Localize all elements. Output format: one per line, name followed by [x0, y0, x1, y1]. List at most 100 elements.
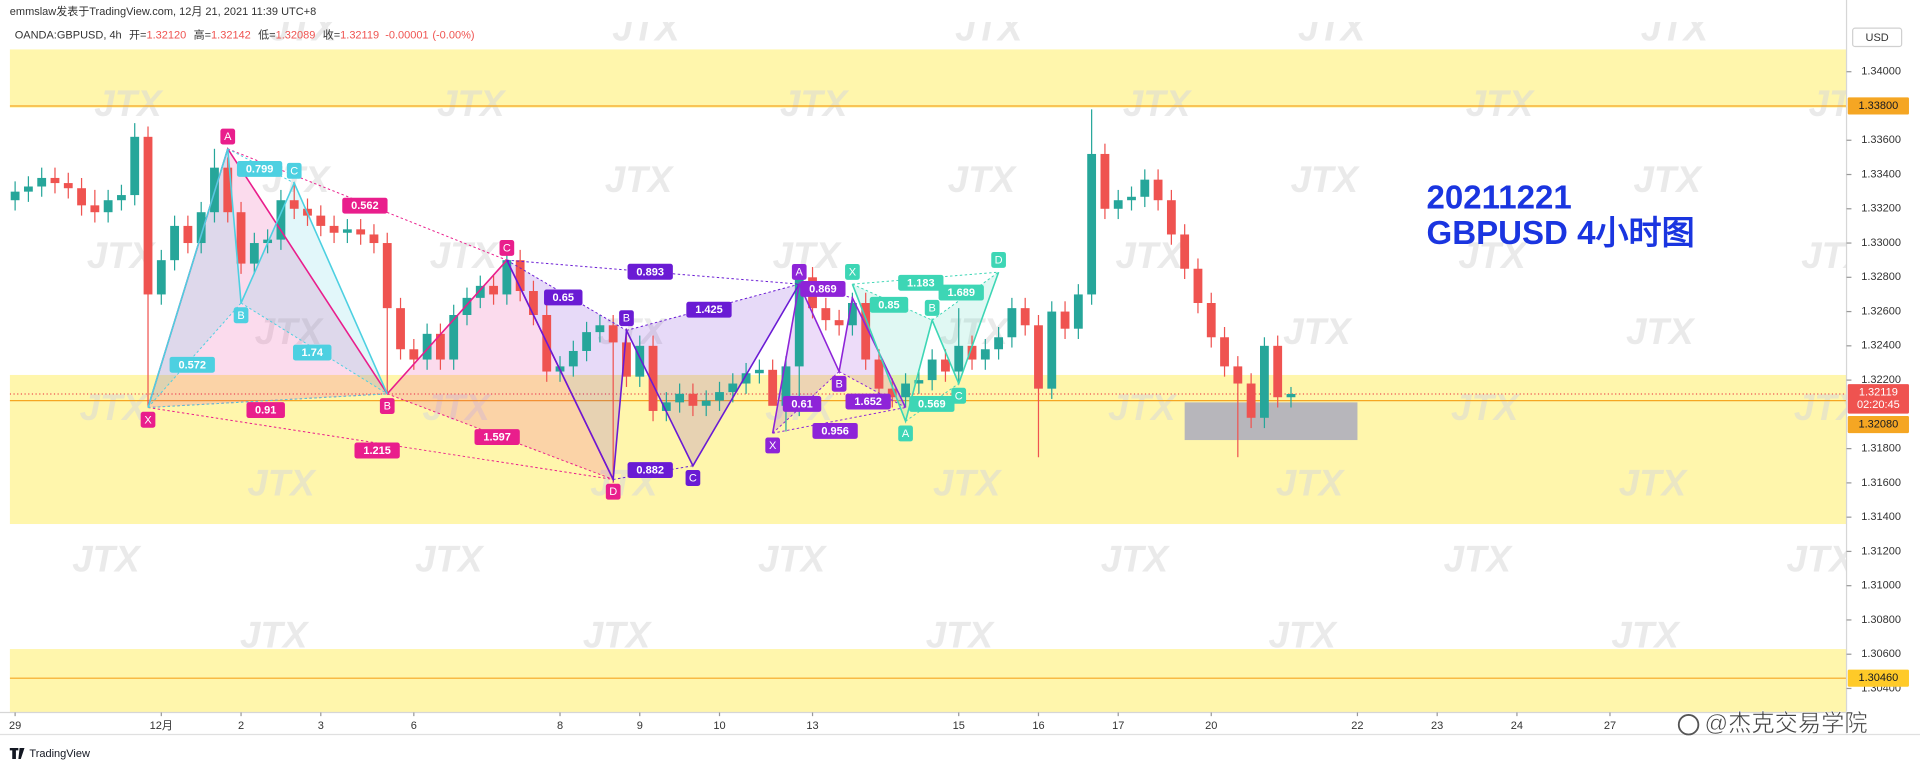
candle-body [1246, 383, 1256, 418]
axes: USD 1.34000 1.33600 1.33400 1.33200 1.33000 1… [0, 0, 1920, 736]
y-tick-label: 1.30400 [1861, 682, 1901, 694]
candle-body [316, 215, 326, 226]
candle-body [754, 369, 764, 374]
point-label: B [835, 378, 842, 390]
point-label: B [237, 310, 244, 322]
ratio-label: 0.799 [246, 163, 274, 175]
candle-body [489, 285, 498, 295]
watermark: JTX [1611, 614, 1681, 655]
price-label-bg [1847, 97, 1909, 115]
ratio-label: 1.215 [363, 445, 391, 457]
candle-body [1127, 196, 1136, 201]
point-label: C [955, 390, 963, 402]
ratio-label-bg [342, 197, 388, 214]
candle-body [927, 359, 937, 381]
watermark: JTX [1641, 7, 1711, 48]
candle-body [1180, 234, 1190, 269]
candle-body [688, 393, 698, 406]
candle-body [874, 359, 884, 389]
candle-body [728, 383, 738, 393]
x-tick-label: 10 [713, 720, 725, 732]
chart-subtitle: GBPUSD 4小时图 [1427, 215, 1695, 252]
candle-body [1166, 200, 1176, 235]
watermark: JTX [1291, 159, 1361, 200]
ratio-label-bg [845, 393, 891, 410]
watermarks: JTX JTX JTX JTX JTX JTX JTX JTX JTX JTX JTX JTX JTX J… [72, 7, 1879, 655]
candle-body [1060, 311, 1070, 329]
watermark: JTX [72, 539, 142, 580]
candle-body [1260, 345, 1269, 418]
ratio-label-bg [938, 284, 984, 301]
y-tick-label: 1.31600 [1861, 477, 1901, 489]
ratio-label: 0.91 [255, 405, 276, 417]
candle-body [117, 195, 126, 201]
candle-body [1034, 325, 1043, 389]
point-label: D [609, 486, 617, 498]
watermark: JTX [430, 235, 500, 276]
watermark: JTX [1466, 83, 1536, 124]
ratio-label-bg [474, 429, 520, 445]
tv-logo [9, 747, 25, 759]
candle-body [1273, 345, 1283, 398]
point-label: X [849, 266, 857, 278]
pattern-labels: X A B C D 0.562 0.91 1.215 1.597 B C 0.799 0.572 1.74… [140, 128, 1006, 500]
watermark: JTX [1276, 463, 1346, 504]
ratio-label: 1.183 [907, 277, 935, 289]
candle-body [1073, 294, 1083, 329]
pattern-lines [147, 146, 1000, 483]
pattern-ratio-line [147, 393, 388, 408]
watermark: JTX [948, 159, 1018, 200]
zone-box [1184, 402, 1358, 441]
unit-box [1852, 27, 1903, 48]
x-tick-label: 20 [1205, 720, 1217, 732]
candle-body [1286, 393, 1296, 398]
ohlc-key: 低= [258, 28, 275, 41]
candle-body [50, 177, 60, 184]
price-label: 1.33800 [1858, 100, 1898, 112]
y-tick-label: 1.31800 [1861, 443, 1901, 455]
candle-body [382, 243, 392, 309]
x-tick-label: 13 [806, 720, 818, 732]
ratio-label-bg [236, 160, 283, 177]
ratio-label: 0.956 [821, 425, 849, 437]
candle-body [861, 303, 871, 360]
point-label: X [144, 414, 152, 426]
price-label-time: 02:20:45 [1857, 399, 1900, 411]
y-tick-label: 1.30600 [1861, 648, 1901, 660]
candle-body [1007, 308, 1017, 338]
watermark: JTX [80, 387, 150, 428]
watermark: JTX [1101, 539, 1171, 580]
ratio-label-bg [869, 296, 909, 313]
candle-body [1113, 200, 1123, 209]
ratio-label: 1.597 [483, 432, 511, 444]
candle-body [143, 136, 153, 295]
watermark: JTX [1444, 539, 1514, 580]
point-label: C [689, 473, 697, 485]
ratio-label: 1.689 [947, 287, 975, 299]
watermark: JTX [780, 83, 850, 124]
point-label-bg [233, 307, 249, 324]
ratio-label: 1.74 [302, 347, 324, 359]
watermark: JTX [1108, 387, 1178, 428]
pattern-fill [148, 148, 388, 408]
candle-body [1206, 303, 1216, 338]
watermark: JTX [1787, 539, 1857, 580]
point-label: C [503, 242, 511, 254]
point-label-bg [845, 263, 860, 280]
ratio-label: 0.85 [878, 299, 899, 311]
pattern-fill [387, 260, 614, 480]
candle-body [1020, 308, 1030, 326]
candle-body [701, 400, 711, 406]
point-label-bg [898, 425, 913, 442]
x-tick-label: 23 [1431, 720, 1443, 732]
point-label: X [769, 440, 777, 452]
candle-body [396, 308, 405, 350]
x-tick-label: 6 [411, 720, 417, 732]
x-tick-label: 9 [637, 720, 643, 732]
y-tick-label: 1.34000 [1861, 66, 1901, 78]
watermark: JTX [1809, 83, 1879, 124]
author-line: emmslaw发表于TradingView.com, 12月 21, 2021 … [10, 4, 316, 18]
x-tick-label: 17 [1112, 720, 1124, 732]
candle-body [967, 345, 977, 360]
candle-body [980, 349, 990, 360]
